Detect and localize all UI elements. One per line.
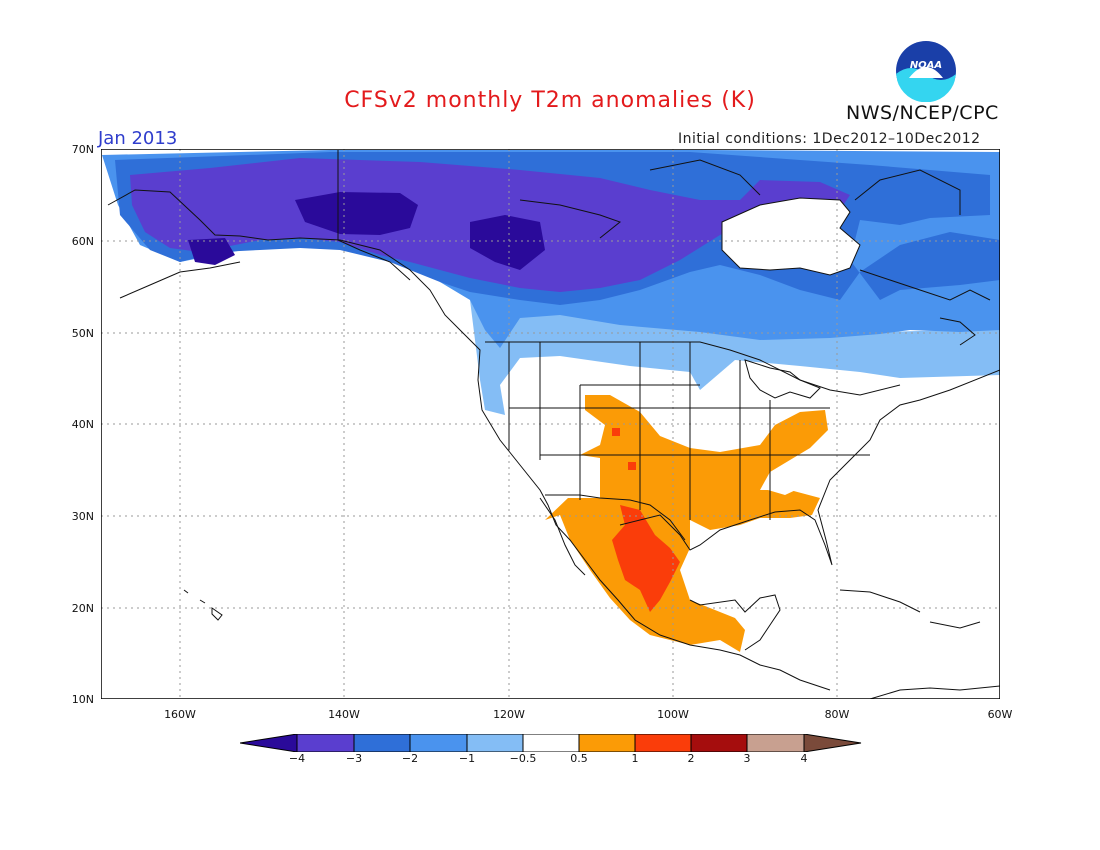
colorbar-bin-6	[579, 734, 635, 752]
initial-conditions-label: Initial conditions: 1Dec2012–10Dec2012	[678, 131, 981, 147]
colorbar-right-arrow	[804, 734, 861, 752]
colorbar-label: −4	[288, 752, 306, 765]
colorbar-label: 3	[743, 752, 751, 765]
lat-label-70n: 70N	[71, 143, 94, 156]
colorbar-label: 4	[800, 752, 808, 765]
colorbar-label: −2	[401, 752, 419, 765]
lat-label-10n: 10N	[71, 693, 94, 706]
colorbar-label: 2	[687, 752, 695, 765]
logo-text: NOAA	[910, 60, 942, 71]
organization-label: NWS/NCEP/CPC	[846, 102, 999, 124]
anomaly-map	[101, 149, 1000, 699]
colorbar-bin-5	[523, 734, 579, 752]
lon-label-60w: 60W	[987, 708, 1013, 721]
colorbar-label: 1	[631, 752, 639, 765]
lat-label-30n: 30N	[71, 510, 94, 523]
colorbar-label: −0.5	[509, 752, 537, 765]
lon-label-160w: 160W	[164, 708, 196, 721]
coastlines	[107, 150, 1000, 699]
colorbar	[240, 734, 862, 752]
anomaly-shading	[102, 150, 1000, 652]
colorbar-label: −1	[458, 752, 476, 765]
lat-label-40n: 40N	[71, 418, 94, 431]
colorbar-bin-2	[354, 734, 410, 752]
lat-label-20n: 20N	[71, 602, 94, 615]
lat-label-50n: 50N	[71, 327, 94, 340]
lon-label-100w: 100W	[657, 708, 689, 721]
colorbar-label: 0.5	[570, 752, 588, 765]
valid-month-label: Jan 2013	[98, 128, 178, 149]
colorbar-bin-3	[410, 734, 467, 752]
colorbar-bin-7	[635, 734, 691, 752]
lat-label-60n: 60N	[71, 235, 94, 248]
colorbar-label: −3	[345, 752, 363, 765]
lon-label-120w: 120W	[493, 708, 525, 721]
colorbar-left-arrow	[240, 734, 297, 752]
colorbar-bin-1	[297, 734, 354, 752]
noaa-logo: NOAA	[896, 41, 956, 102]
colorbar-bin-4	[467, 734, 523, 752]
lon-label-80w: 80W	[824, 708, 850, 721]
colorbar-bin-9	[747, 734, 804, 752]
colorbar-bin-8	[691, 734, 747, 752]
lon-label-140w: 140W	[328, 708, 360, 721]
map-title: CFSv2 monthly T2m anomalies (K)	[344, 88, 756, 113]
